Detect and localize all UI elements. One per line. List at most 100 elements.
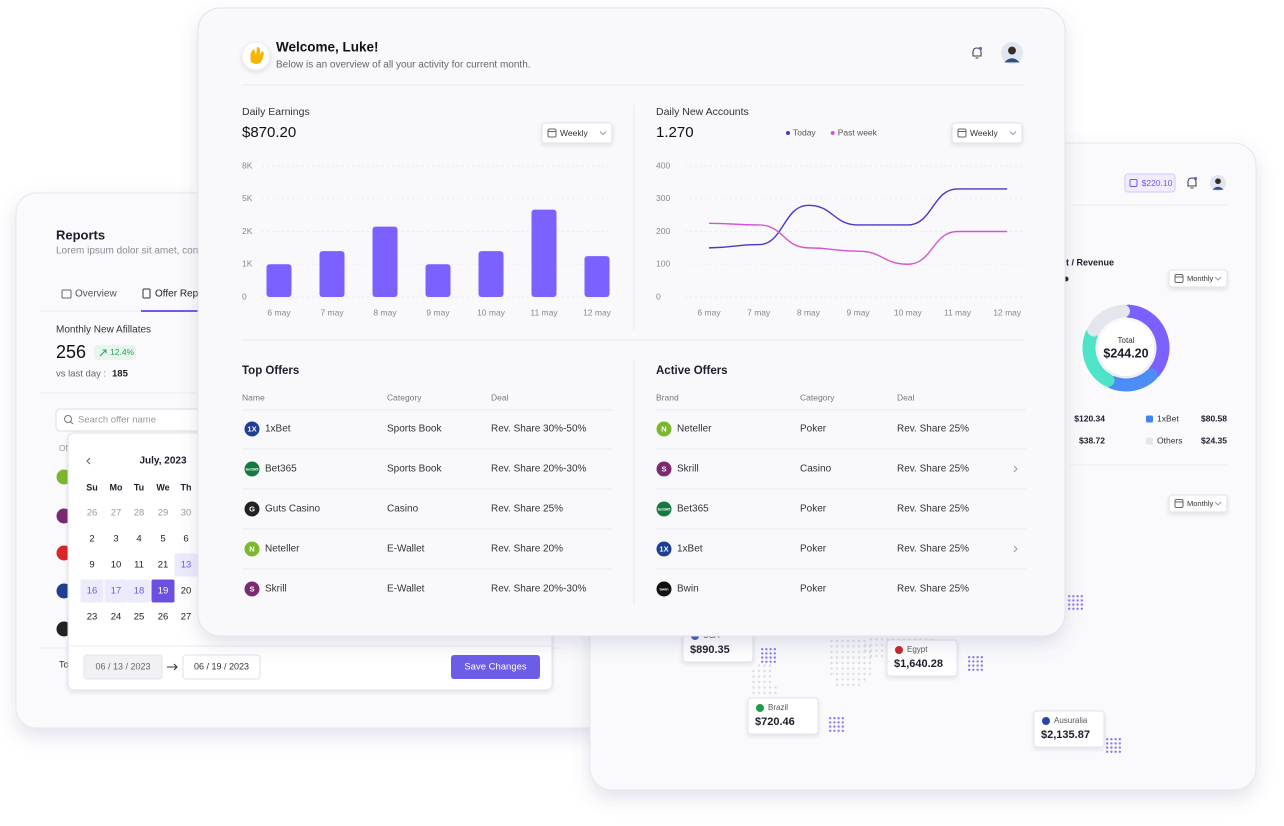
day[interactable]: 25 — [134, 612, 145, 623]
map-dot — [761, 652, 764, 655]
compare-value: 185 — [112, 369, 129, 380]
x-tick-label: 12 may — [993, 307, 1022, 317]
map-dot — [972, 656, 975, 659]
x-tick-label: 7 may — [747, 307, 771, 317]
map-dot — [829, 725, 832, 728]
notification-bell[interactable] — [1187, 177, 1197, 189]
balance: $220.10 — [1142, 178, 1173, 188]
map-dot — [846, 645, 850, 648]
map-dot — [863, 672, 866, 676]
day[interactable]: 28 — [134, 508, 145, 519]
change-badge — [94, 345, 136, 360]
day[interactable]: 5 — [160, 534, 165, 545]
day[interactable]: 19 — [158, 586, 169, 597]
map-dot — [976, 656, 979, 659]
notification-dot — [1193, 176, 1198, 181]
save-button[interactable] — [451, 655, 540, 679]
row-chevron[interactable] — [1013, 465, 1018, 473]
day[interactable]: 26 — [87, 508, 98, 519]
map-dot — [841, 721, 844, 724]
map-dot — [869, 638, 873, 641]
table-cell: Poker — [800, 504, 827, 515]
table-cell: Neteller — [677, 424, 712, 435]
table-cell: Casino — [387, 504, 419, 515]
brand-logo-glyph: S — [661, 464, 666, 473]
previous-month[interactable] — [86, 457, 91, 465]
map-dot — [752, 675, 755, 678]
region-name: Brazil — [768, 703, 788, 712]
chevron-down — [1214, 276, 1222, 281]
day[interactable]: 29 — [158, 508, 169, 519]
period-dropdown[interactable] — [1168, 269, 1228, 288]
map-dot — [761, 656, 764, 659]
column-header: Name — [242, 392, 265, 402]
day[interactable]: 3 — [113, 534, 118, 545]
map-dot — [864, 649, 867, 652]
tab[interactable]: Offer Repo — [155, 289, 204, 300]
brand-logo — [656, 501, 672, 517]
map-dot — [1106, 746, 1109, 749]
map-dot — [1114, 742, 1117, 745]
day[interactable]: 24 — [111, 612, 122, 623]
user-avatar — [1008, 46, 1016, 55]
table-cell: Sports Book — [387, 464, 442, 475]
x-tick-label: 9 may — [426, 307, 450, 317]
period-dropdown[interactable] — [541, 122, 613, 144]
row-chevron[interactable] — [1013, 545, 1018, 553]
day[interactable]: 16 — [87, 586, 98, 597]
period-dropdown[interactable] — [1168, 494, 1228, 513]
table-cell: Neteller — [265, 544, 300, 555]
legend-name: 1xBet — [1157, 413, 1179, 423]
range-highlight — [127, 579, 151, 603]
map-dot — [757, 680, 761, 684]
day[interactable]: 6 — [183, 534, 188, 545]
day[interactable]: 11 — [134, 560, 144, 571]
map-dot — [1118, 742, 1122, 745]
map-dot — [765, 648, 768, 651]
brand-logo-glyph: bet365 — [246, 467, 259, 472]
chart-title: Daily Earnings — [242, 106, 310, 118]
map-dot — [841, 672, 844, 676]
tab[interactable]: Overview — [75, 289, 117, 300]
map-dot — [1080, 603, 1084, 606]
date-input[interactable] — [182, 654, 261, 680]
map-dot — [857, 661, 861, 665]
day[interactable]: 20 — [181, 586, 192, 597]
day[interactable]: 4 — [136, 534, 141, 545]
table-title: Top Offers — [242, 365, 299, 377]
period-dropdown[interactable] — [951, 122, 1023, 144]
map-dot — [835, 639, 839, 643]
map-dot — [1114, 738, 1117, 741]
day[interactable]: 23 — [87, 612, 98, 623]
day[interactable]: 2 — [89, 534, 94, 545]
notification-bell[interactable] — [972, 47, 982, 59]
day[interactable]: 21 — [158, 560, 169, 571]
map-dot — [833, 717, 836, 720]
map-dot — [835, 656, 839, 659]
day[interactable]: 30 — [181, 508, 192, 519]
day[interactable]: 9 — [89, 560, 94, 571]
legend-swatch — [1146, 437, 1153, 445]
day[interactable]: 10 — [111, 560, 122, 571]
map-dot — [773, 660, 776, 663]
day[interactable]: 27 — [181, 612, 192, 623]
day[interactable]: 26 — [158, 612, 169, 623]
save-button-label[interactable]: Save Changes — [464, 662, 527, 673]
map-dot — [829, 717, 832, 720]
tab-icon — [142, 288, 151, 299]
map-dot — [837, 717, 840, 720]
day[interactable]: 18 — [134, 586, 145, 597]
user-avatar — [1212, 186, 1224, 190]
calendar-icon — [1174, 274, 1184, 283]
range-highlight — [80, 579, 104, 603]
day[interactable]: 17 — [111, 586, 122, 597]
region-name: Egypt — [907, 645, 928, 654]
day[interactable]: 13 — [181, 560, 192, 571]
day[interactable]: 27 — [111, 508, 122, 519]
map-dot — [852, 639, 855, 643]
map-dot — [846, 672, 850, 676]
bar — [478, 251, 504, 297]
map-dot — [774, 691, 777, 695]
date-input[interactable] — [83, 654, 163, 680]
map-dot — [1110, 738, 1113, 741]
